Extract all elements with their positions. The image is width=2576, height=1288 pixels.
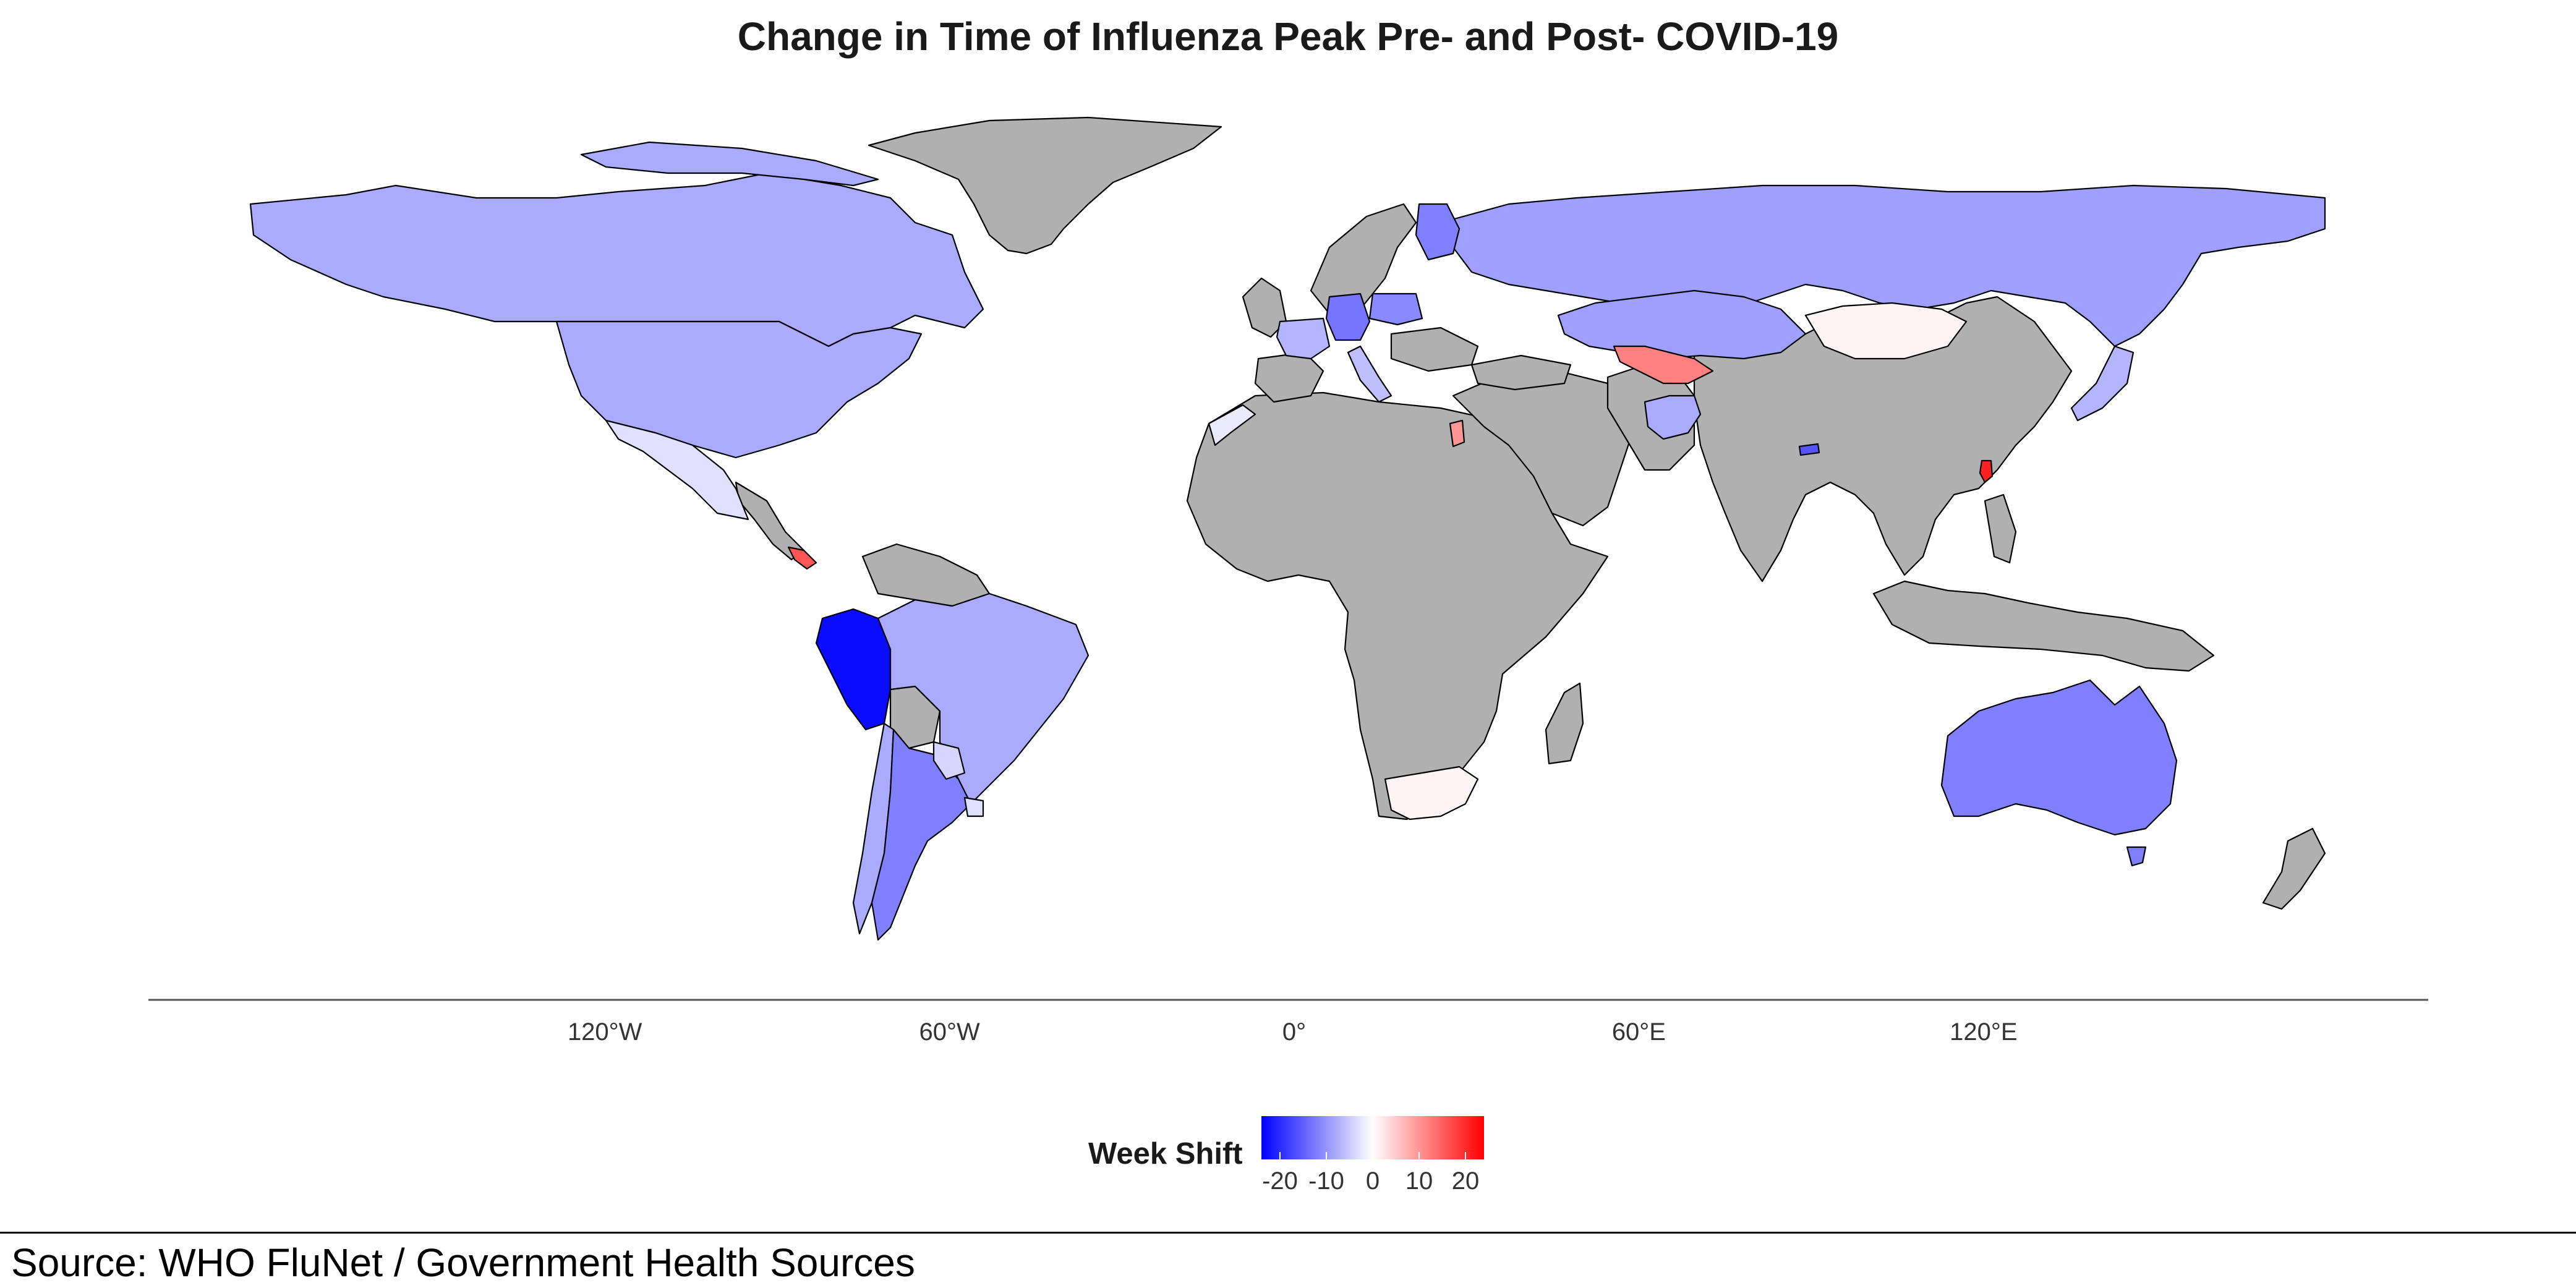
bhutan [1798, 443, 1820, 456]
axis-tick-label: 60°E [1612, 1018, 1666, 1046]
philippines [1984, 493, 2017, 564]
finland [1415, 203, 1461, 261]
uruguay [963, 796, 984, 817]
france [1276, 317, 1331, 360]
axis-tick-label: 120°E [1950, 1018, 2017, 1046]
source-caption: Source: WHO FluNet / Government Health S… [11, 1240, 915, 1285]
mexico [605, 419, 749, 521]
legend-tick-label: -10 [1308, 1167, 1344, 1195]
madagascar [1545, 682, 1584, 765]
greenland [868, 116, 1222, 255]
legend-title: Week Shift [1088, 1137, 1243, 1171]
legend-tick-label: 0 [1366, 1167, 1380, 1195]
turkey [1470, 354, 1572, 391]
south-america-north [861, 543, 991, 607]
longitude-axis: 120°W 60°W 0° 60°E 120°E [568, 1018, 2018, 1046]
legend-ticks: -20 -10 0 10 20 [1262, 1152, 1479, 1195]
canada [249, 172, 984, 348]
axis-tick-label: 60°W [919, 1018, 979, 1046]
tasmania [2126, 846, 2147, 867]
countries-with-data [249, 141, 2326, 941]
costa-rica [787, 546, 817, 570]
paraguay [932, 741, 966, 780]
legend-tick-label: 20 [1452, 1167, 1480, 1195]
axis-tick-label: 120°W [568, 1018, 642, 1046]
legend-tick-label: -20 [1262, 1167, 1298, 1195]
italy [1347, 345, 1392, 403]
new-zealand [2262, 827, 2326, 910]
australia [1940, 679, 2178, 836]
peru [815, 608, 892, 731]
japan [2070, 345, 2135, 422]
legend-tick-label: 10 [1405, 1167, 1433, 1195]
indonesia [1872, 580, 2215, 672]
uzbekistan [1613, 345, 1714, 385]
united-states [555, 320, 923, 459]
brazil [877, 592, 1090, 805]
kazakhstan [1557, 289, 1807, 360]
south-africa [1384, 766, 1479, 821]
poland [1368, 292, 1423, 326]
source-divider [0, 1232, 2576, 1234]
map-title: Change in Time of Influenza Peak Pre- an… [737, 14, 1839, 59]
canada-islands [580, 141, 879, 187]
balkans-east-europe [1390, 326, 1479, 372]
jordan [1449, 419, 1465, 448]
germany [1325, 292, 1371, 341]
mongolia [1804, 302, 1968, 360]
afghanistan [1644, 395, 1702, 440]
no-data-land [735, 116, 2326, 910]
morocco [1208, 404, 1256, 446]
axis-tick-label: 0° [1282, 1018, 1306, 1046]
taiwan [1979, 459, 1994, 484]
central-america [735, 481, 805, 561]
